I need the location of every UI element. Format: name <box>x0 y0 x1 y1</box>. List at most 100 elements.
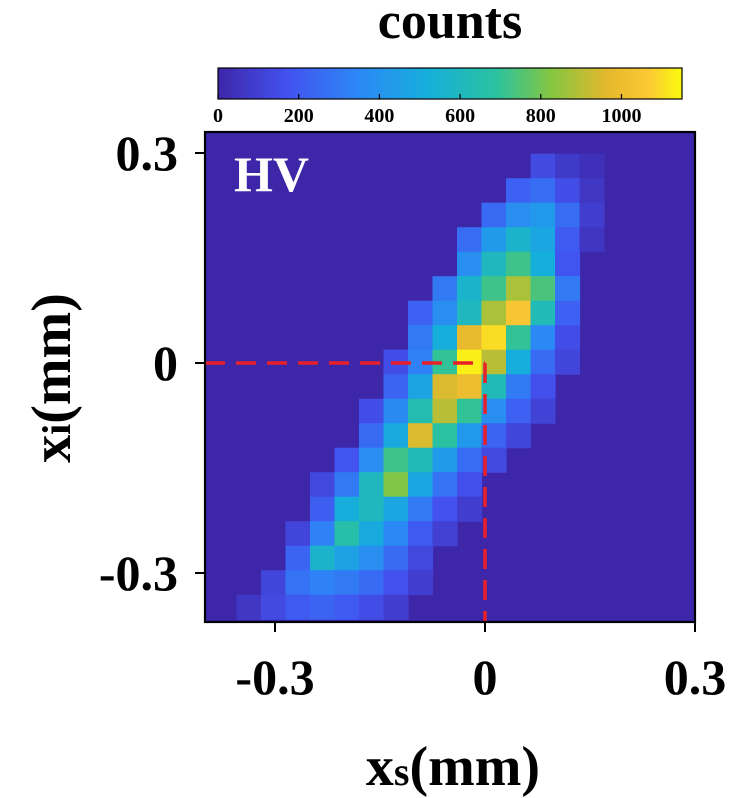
heatmap-cell <box>432 521 458 547</box>
heatmap-cell <box>579 227 605 253</box>
heatmap-cell <box>261 570 287 596</box>
heatmap-cell <box>408 447 434 473</box>
heatmap-cell <box>457 447 483 473</box>
y-axis-label-unit: (mm) <box>21 293 83 424</box>
heatmap-cell <box>334 545 360 571</box>
heatmap-cell <box>530 398 556 424</box>
heatmap-cell <box>359 496 385 522</box>
heatmap-cell <box>506 325 532 351</box>
heatmap-cell <box>408 570 434 596</box>
heatmap-cell <box>408 521 434 547</box>
x-axis-label: xs(mm) <box>366 736 540 798</box>
heatmap-cell <box>383 472 409 498</box>
y-tick-label: 0.3 <box>116 125 179 181</box>
heatmap-cell <box>506 178 532 204</box>
heatmap-cell <box>359 447 385 473</box>
heatmap-cell <box>555 178 581 204</box>
x-axis-label-main: x <box>366 736 394 798</box>
heatmap-cell <box>481 227 507 253</box>
colorbar-gradient <box>217 67 683 100</box>
heatmap-cell <box>432 496 458 522</box>
heatmap-cell <box>506 423 532 449</box>
heatmap-cell <box>383 521 409 547</box>
heatmap-cell <box>457 325 483 351</box>
heatmap-cell <box>334 521 360 547</box>
heatmap-cell <box>408 325 434 351</box>
heatmap-cell <box>383 570 409 596</box>
heatmap-cell <box>408 545 434 571</box>
heatmap-cell <box>285 570 311 596</box>
heatmap-cell <box>555 153 581 179</box>
heatmap-cell <box>555 325 581 351</box>
heatmap-cell <box>481 276 507 302</box>
colorbar-ticks: 0 200 400 600 800 1000 <box>213 94 641 127</box>
heatmap-cell <box>383 496 409 522</box>
heatmap-cell <box>285 521 311 547</box>
heatmap-cell <box>506 202 532 228</box>
heatmap-cell <box>432 423 458 449</box>
heatmap-cell <box>359 423 385 449</box>
colorbar-tick-label: 1000 <box>601 105 641 127</box>
panel-label: HV <box>234 146 309 202</box>
colorbar-tick-label: 600 <box>445 105 475 127</box>
heatmap-cell <box>481 325 507 351</box>
heatmap-cell <box>530 374 556 400</box>
heatmap-cell <box>359 545 385 571</box>
y-tick-label: -0.3 <box>99 545 178 601</box>
heatmap-cell <box>310 496 336 522</box>
heatmap-cell <box>579 153 605 179</box>
heatmap-cell <box>334 496 360 522</box>
heatmap-cell <box>457 496 483 522</box>
heatmap-cell <box>457 300 483 326</box>
heatmap-cell <box>408 472 434 498</box>
y-tick-label: 0 <box>153 335 178 391</box>
heatmap-cell <box>408 374 434 400</box>
heatmap-cell <box>334 594 360 620</box>
heatmap-cell <box>432 276 458 302</box>
heatmap-cell <box>481 202 507 228</box>
heatmap-cell <box>432 300 458 326</box>
heatmap-cell <box>359 472 385 498</box>
heatmap-cell <box>579 178 605 204</box>
colorbar-tick-label: 800 <box>526 105 556 127</box>
x-axis-label-unit: (mm) <box>409 736 540 798</box>
heatmap-cell <box>506 349 532 375</box>
heatmap-cell <box>310 472 336 498</box>
heatmap-cell <box>261 594 287 620</box>
heatmap-cell <box>432 472 458 498</box>
heatmap-cell <box>285 545 311 571</box>
heatmap-cell <box>408 496 434 522</box>
heatmap-cell <box>432 447 458 473</box>
heatmap-cell <box>359 521 385 547</box>
colorbar-tick-label: 200 <box>284 105 314 127</box>
heatmap-cell <box>506 251 532 277</box>
heatmap-cell <box>506 374 532 400</box>
y-axis-label-main: x <box>21 435 83 463</box>
heatmap-cell <box>481 251 507 277</box>
heatmap-cell <box>334 570 360 596</box>
heatmap-cell <box>408 300 434 326</box>
y-axis-label: xi(mm) <box>21 293 83 463</box>
heatmap-cell <box>310 570 336 596</box>
heatmap-cell <box>383 545 409 571</box>
guide-lines <box>205 361 487 622</box>
heatmap-cell <box>334 472 360 498</box>
heatmap-cell <box>457 276 483 302</box>
heatmap-cell <box>555 349 581 375</box>
y-axis-label-sub: i <box>34 424 79 435</box>
heatmap-cell <box>530 325 556 351</box>
heatmap-cell <box>310 594 336 620</box>
heatmap-cell <box>359 570 385 596</box>
heatmap-cell <box>555 300 581 326</box>
heatmap-cell <box>383 594 409 620</box>
heatmap-cell <box>555 202 581 228</box>
heatmap-cell <box>383 447 409 473</box>
heatmap-cell <box>555 227 581 253</box>
heatmap-cell <box>457 423 483 449</box>
heatmap-cell <box>334 447 360 473</box>
heatmap-cell <box>457 472 483 498</box>
heatmap-cell <box>530 227 556 253</box>
heatmap-cell <box>457 227 483 253</box>
heatmap-cell <box>408 423 434 449</box>
